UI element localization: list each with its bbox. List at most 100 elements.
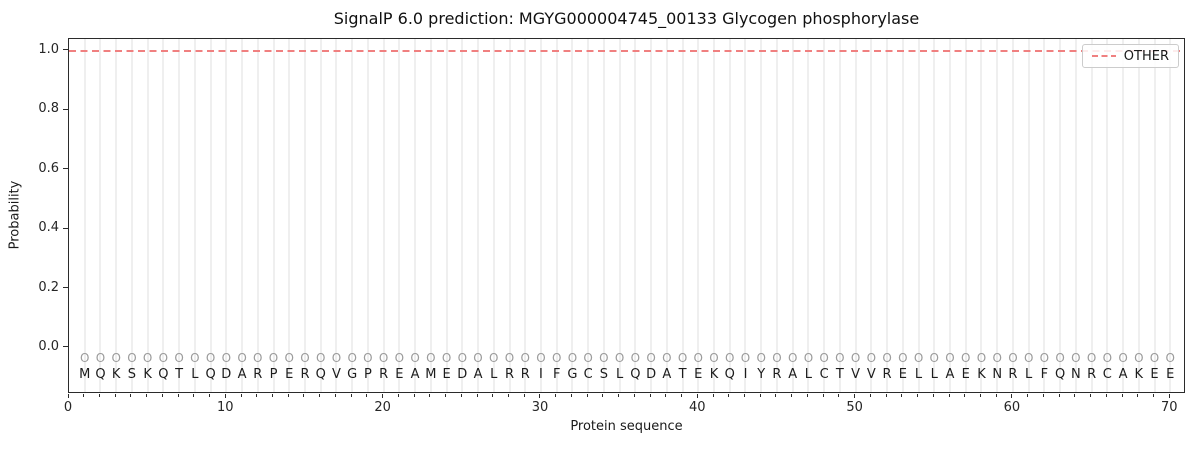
residue-pred-label: O: [850, 351, 861, 365]
residue-letter: N: [992, 367, 1003, 382]
residue-pred-label: O: [1055, 351, 1065, 365]
gridline: [886, 39, 889, 392]
y-tick: [63, 108, 68, 110]
gridline: [964, 39, 967, 392]
gridline: [193, 39, 196, 392]
x-tick-label: 30: [531, 400, 549, 415]
gridline: [870, 39, 873, 392]
residue-pred-label: O: [961, 351, 971, 365]
gridline: [241, 39, 244, 392]
gridline: [555, 39, 558, 392]
other-probability-line: [69, 49, 1184, 52]
x-minor-tick: [350, 394, 352, 397]
residue-letter: Q: [724, 367, 735, 382]
residue-letter: T: [835, 367, 844, 382]
residue-letter: C: [583, 367, 593, 382]
residue-pred-label: O: [1039, 351, 1050, 365]
residue-letter: F: [552, 367, 561, 382]
residue-pred-label: O: [504, 351, 515, 365]
x-tick: [382, 394, 384, 398]
residue-pred-label: O: [426, 351, 436, 365]
residue-pred-label: O: [693, 351, 703, 365]
residue-pred-label: O: [709, 351, 719, 365]
residue-letter: T: [678, 367, 687, 382]
gridline: [130, 39, 133, 392]
residue-pred-label: O: [1165, 351, 1175, 365]
gridline: [697, 39, 700, 392]
x-minor-tick: [665, 394, 667, 397]
residue-pred-label: O: [1149, 351, 1160, 365]
x-minor-tick: [1090, 394, 1092, 397]
residue-pred-label: O: [441, 351, 452, 365]
gridline: [1106, 39, 1109, 392]
x-minor-tick: [806, 394, 808, 397]
x-tick: [67, 394, 69, 398]
gridline: [1011, 39, 1014, 392]
gridline: [209, 39, 212, 392]
x-minor-tick: [492, 394, 494, 397]
residue-pred-label: O: [740, 351, 751, 365]
x-minor-tick: [413, 394, 415, 397]
residue-letter: R: [379, 367, 389, 382]
residue-letter: D: [457, 367, 468, 382]
gridline: [650, 39, 653, 392]
gridline: [335, 39, 338, 392]
gridline: [99, 39, 102, 392]
x-axis-label: Protein sequence: [570, 419, 683, 434]
gridline: [146, 39, 149, 392]
residue-letter: D: [646, 367, 657, 382]
gridline: [1137, 39, 1140, 392]
x-minor-tick: [570, 394, 572, 397]
residue-letter: S: [127, 367, 137, 382]
gridline: [1059, 39, 1062, 392]
gridline: [838, 39, 841, 392]
residue-letter: K: [143, 367, 152, 382]
residue-letter: A: [237, 367, 247, 382]
gridline: [1043, 39, 1046, 392]
residue-letter: R: [1087, 367, 1097, 382]
residue-letter: A: [788, 367, 798, 382]
residue-letter: A: [473, 367, 483, 382]
gridline: [1074, 39, 1077, 392]
legend-entry-other: OTHER: [1123, 48, 1169, 64]
gridline: [587, 39, 590, 392]
x-minor-tick: [759, 394, 761, 397]
x-minor-tick: [366, 394, 368, 397]
residue-pred-label: O: [756, 351, 766, 365]
gridline: [1153, 39, 1156, 392]
gridline: [823, 39, 826, 392]
x-minor-tick: [1042, 394, 1044, 397]
residue-letter: Q: [630, 367, 641, 382]
residue-pred-label: O: [1023, 351, 1034, 365]
x-minor-tick: [712, 394, 714, 397]
residue-pred-label: O: [819, 351, 829, 365]
residue-letter: I: [743, 367, 748, 382]
residue-pred-label: O: [253, 351, 263, 365]
gridline: [665, 39, 668, 392]
x-minor-tick: [948, 394, 950, 397]
x-minor-tick: [319, 394, 321, 397]
y-tick: [63, 346, 68, 348]
x-minor-tick: [397, 394, 399, 397]
residue-letter: A: [662, 367, 672, 382]
x-minor-tick: [775, 394, 777, 397]
residue-letter: G: [347, 367, 358, 382]
gridline: [760, 39, 763, 392]
x-tick-label: 40: [689, 400, 706, 415]
chart-title: SignalP 6.0 prediction: MGYG000004745_00…: [333, 9, 920, 28]
y-tick-label: 0.0: [38, 338, 59, 354]
residue-letter: L: [616, 367, 624, 382]
residue-letter: C: [819, 367, 829, 382]
gridline: [461, 39, 464, 392]
gridline: [162, 39, 165, 392]
x-tick: [539, 394, 541, 398]
residue-pred-label: O: [221, 351, 232, 365]
gridline: [256, 39, 259, 392]
residue-letter: L: [914, 367, 923, 382]
residue-pred-label: O: [79, 351, 90, 365]
gridline: [178, 39, 181, 392]
x-minor-tick: [917, 394, 919, 397]
residue-pred-label: O: [882, 351, 892, 365]
x-minor-tick: [177, 394, 179, 397]
gridline: [1027, 39, 1030, 392]
